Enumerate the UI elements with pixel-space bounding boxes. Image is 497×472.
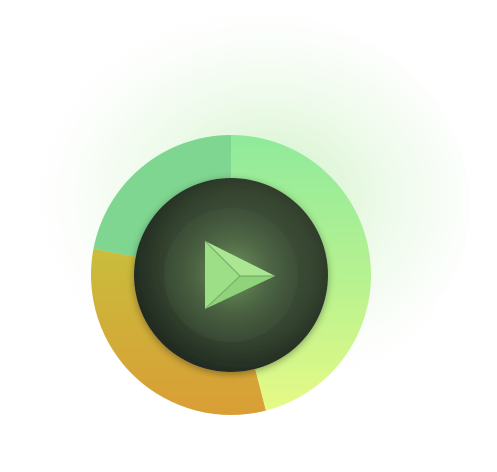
- ring-segment-2: [90, 248, 266, 416]
- play-icon: [204, 240, 275, 310]
- ring-segment-1: [231, 135, 372, 411]
- progress-ring: [90, 135, 372, 416]
- play-button[interactable]: [171, 215, 291, 335]
- ring-segment-3: [93, 135, 231, 257]
